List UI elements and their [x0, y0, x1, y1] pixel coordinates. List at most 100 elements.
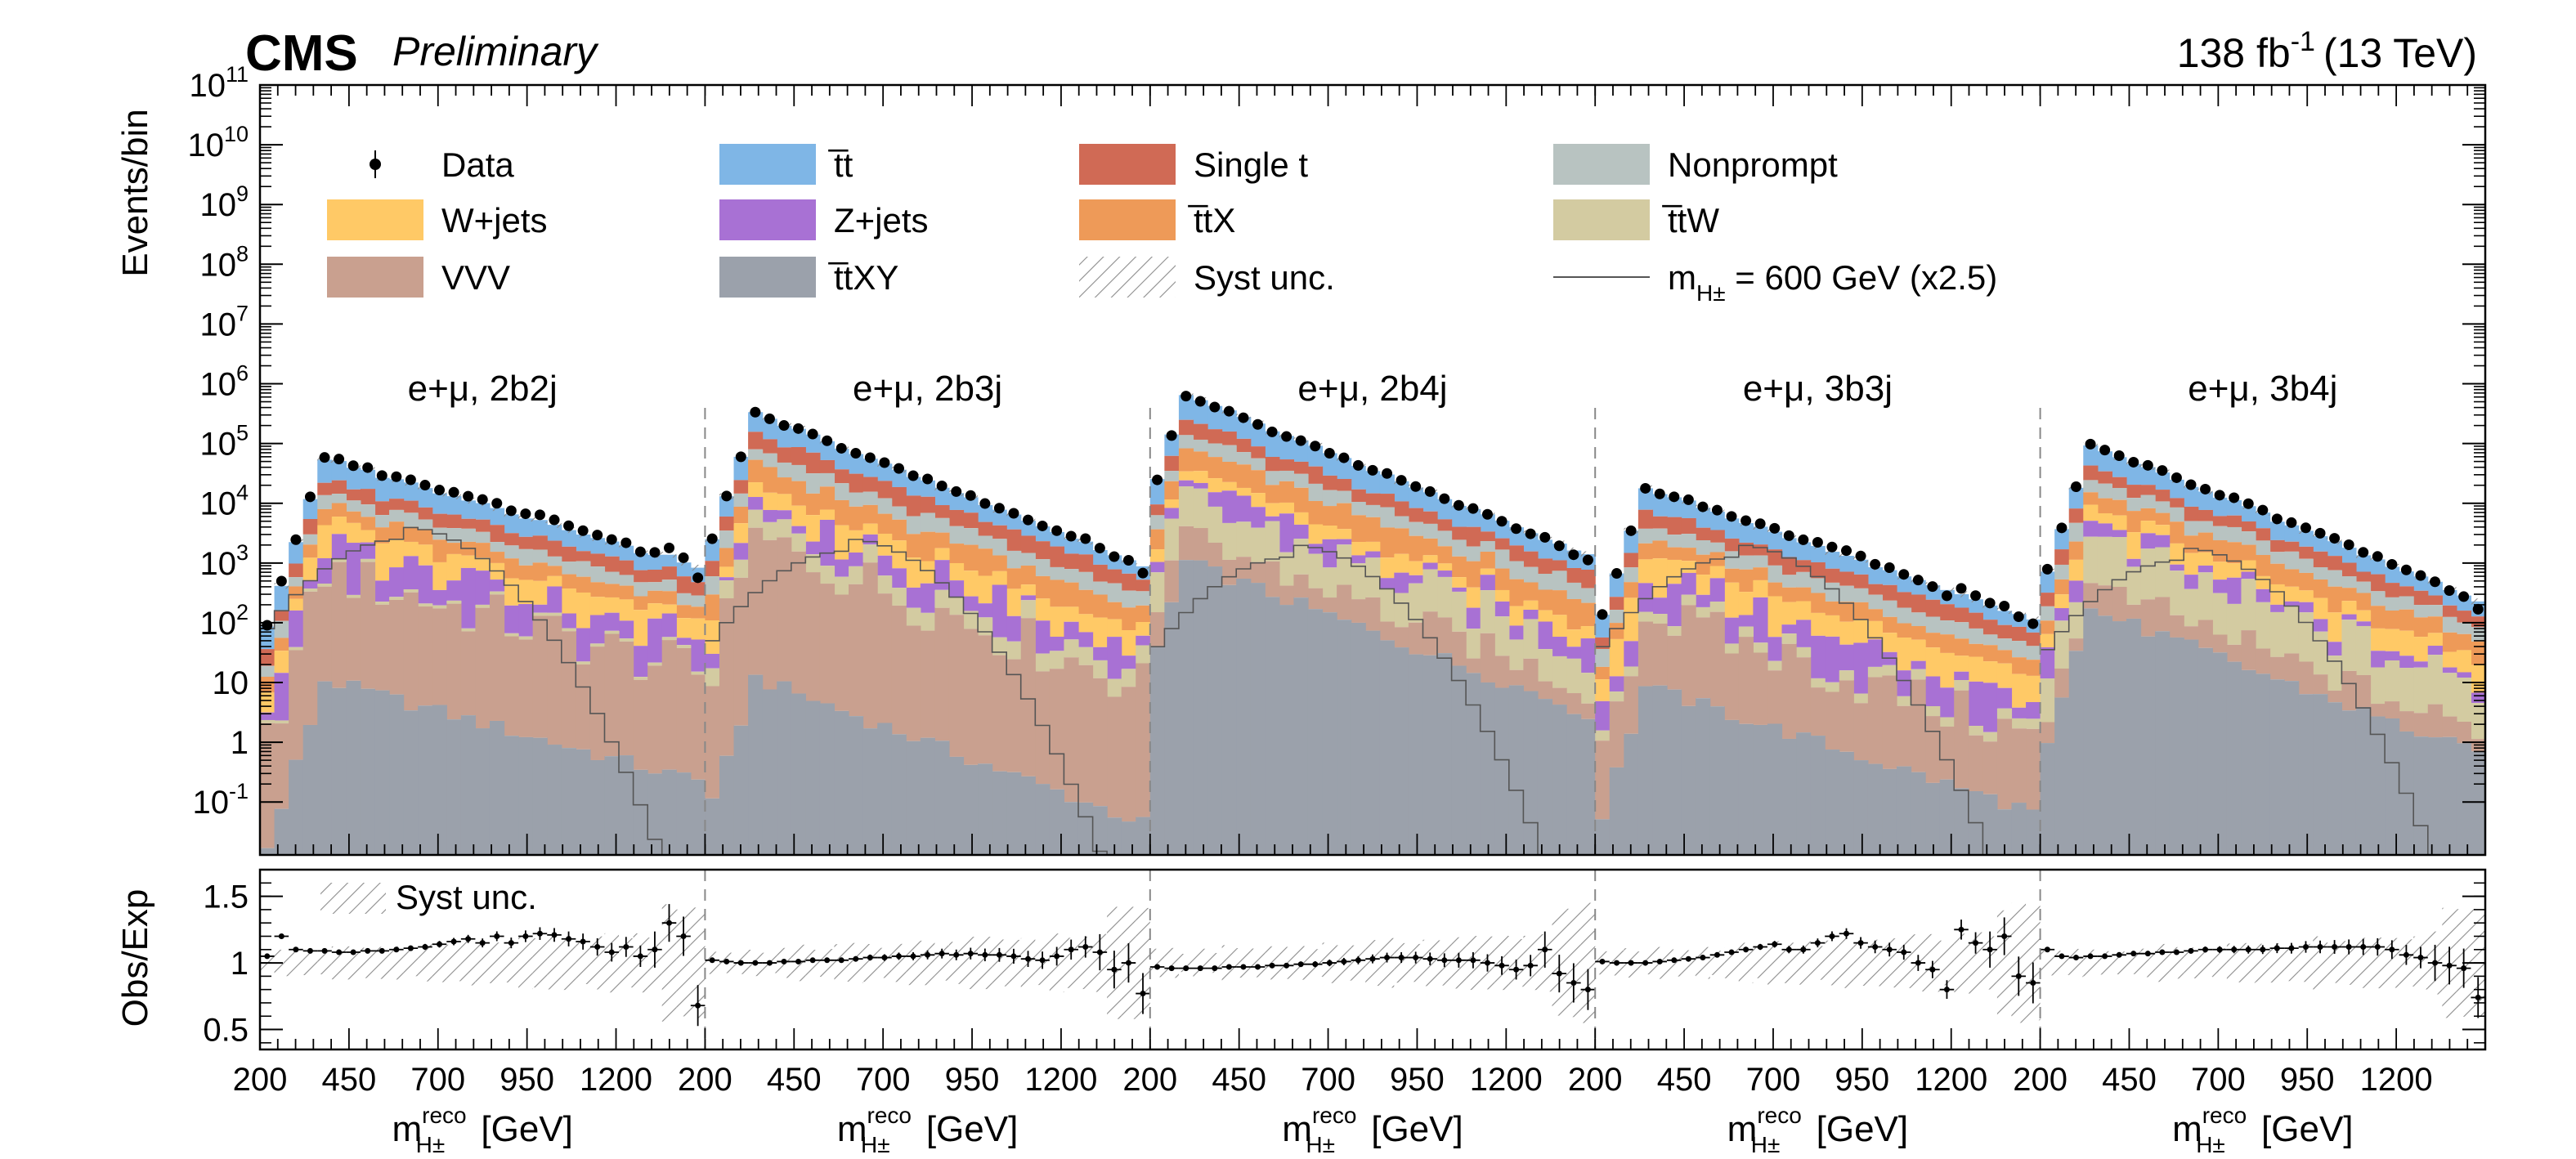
data-point: [1539, 531, 1551, 543]
bin-nonprompt: [1136, 591, 1151, 606]
bin-zjets: [1667, 584, 1682, 627]
legend-swatch: [1553, 199, 1650, 240]
bin-ttx: [1867, 609, 1884, 621]
bin-vvv: [1537, 681, 1553, 700]
bin-vvv: [2212, 634, 2228, 653]
bin-ttx: [1164, 481, 1180, 499]
bin-zjets: [1624, 641, 1639, 667]
bin-nonprompt: [1523, 566, 1539, 583]
ratio-point: [1312, 961, 1319, 968]
x-label-unit: [GeV]: [471, 1109, 573, 1149]
ratio-unc-bin: [690, 907, 706, 1018]
bin-wjets: [418, 544, 433, 566]
bin-wjets: [1437, 563, 1453, 571]
bin-vvv: [489, 594, 505, 721]
bin-ttx: [2212, 539, 2228, 562]
bin-ttbar: [1724, 518, 1740, 539]
y-tick-base: 10: [187, 128, 224, 163]
ratio-point: [1671, 957, 1678, 964]
bin-vvv: [1609, 701, 1624, 767]
bin-nonprompt: [1738, 555, 1754, 570]
bin-nonprompt: [2385, 597, 2400, 611]
bin-vvv: [2083, 583, 2099, 609]
bin-vvv: [274, 723, 289, 809]
ratio-unc-bin: [2355, 937, 2371, 988]
ratio-unc-bin: [920, 940, 935, 986]
data-point: [793, 423, 804, 434]
bin-ttx: [547, 566, 562, 576]
bin-ttxy: [690, 779, 706, 855]
ratio-unc-bin: [374, 946, 390, 979]
data-point: [1295, 435, 1306, 446]
bin-ttxy: [1265, 597, 1280, 855]
bin-wjets: [1494, 589, 1510, 602]
bin-nonprompt: [661, 580, 677, 592]
data-point: [1984, 597, 1996, 609]
bin-singlet: [2212, 516, 2228, 526]
y-tick-exp: 3: [236, 540, 249, 565]
bin-ttxy: [2026, 809, 2041, 855]
bin-singlet: [460, 518, 477, 529]
ratio-point: [2374, 944, 2381, 951]
data-point: [979, 498, 991, 509]
ratio-point: [2087, 953, 2094, 960]
bin-nonprompt: [547, 556, 562, 566]
bin-ttxy: [418, 705, 433, 855]
bin-wjets: [1307, 524, 1324, 544]
bin-ttxy: [719, 755, 735, 855]
bin-zjets: [1925, 676, 1941, 706]
bin-ttbar: [1637, 488, 1654, 510]
ratio-points: [260, 904, 2485, 1027]
bin-nonprompt: [1637, 528, 1654, 544]
ratio-point: [494, 933, 500, 939]
ratio-point: [1929, 966, 1936, 973]
x-tick-label: 1200: [1470, 1062, 1543, 1098]
bin-ttxy: [2169, 637, 2184, 855]
bin-zjets: [2427, 646, 2443, 656]
stack-ttbar-cat1: [260, 459, 706, 650]
data-point: [2444, 585, 2455, 597]
ratio-point: [637, 953, 643, 960]
bin-zjets: [2083, 521, 2099, 537]
bin-vvv: [1092, 678, 1108, 807]
bin-ttw: [2184, 588, 2199, 627]
bin-nonprompt: [1911, 612, 1926, 627]
bin-ttxy: [1839, 751, 1854, 855]
bin-ttbar: [2155, 472, 2171, 490]
ratio-point: [1656, 958, 1663, 964]
bin-zjets: [661, 613, 677, 638]
bin-ttw: [1709, 602, 1725, 612]
bin-ttxy: [1767, 723, 1783, 855]
bin-ttbar: [2327, 541, 2342, 557]
syst-band-bin: [1954, 591, 1969, 597]
bin-vvv: [1825, 691, 1840, 750]
bin-wjets: [1466, 587, 1481, 608]
ratio-point: [1125, 960, 1131, 966]
bin-ttx: [2011, 657, 2027, 674]
bin-wjets: [289, 598, 304, 611]
bin-singlet: [389, 499, 405, 510]
bin-nonprompt: [2256, 540, 2271, 555]
bin-ttx: [2456, 633, 2472, 651]
bin-ttxy: [791, 693, 806, 855]
ratio-unc-bin: [489, 942, 504, 983]
bin-vvv: [532, 615, 548, 738]
bin-nonprompt: [475, 531, 491, 544]
bin-vvv: [1035, 671, 1051, 785]
bin-nonprompt: [2313, 567, 2328, 580]
bin-zjets: [1337, 539, 1352, 545]
bin-wjets: [2370, 628, 2386, 651]
data-point: [1180, 391, 1192, 402]
data-point: [319, 452, 330, 463]
bin-ttw: [906, 607, 921, 626]
ratio-point: [1183, 965, 1189, 972]
ratio-unc-bin: [576, 942, 590, 984]
ratio-unc-bin: [2327, 942, 2342, 983]
bin-wjets: [877, 533, 893, 556]
bin-nonprompt: [849, 492, 864, 507]
bin-ttx: [1480, 552, 1495, 569]
bin-zjets: [1279, 513, 1295, 553]
bin-ttxy: [1408, 654, 1424, 855]
bin-nonprompt: [2241, 531, 2256, 545]
